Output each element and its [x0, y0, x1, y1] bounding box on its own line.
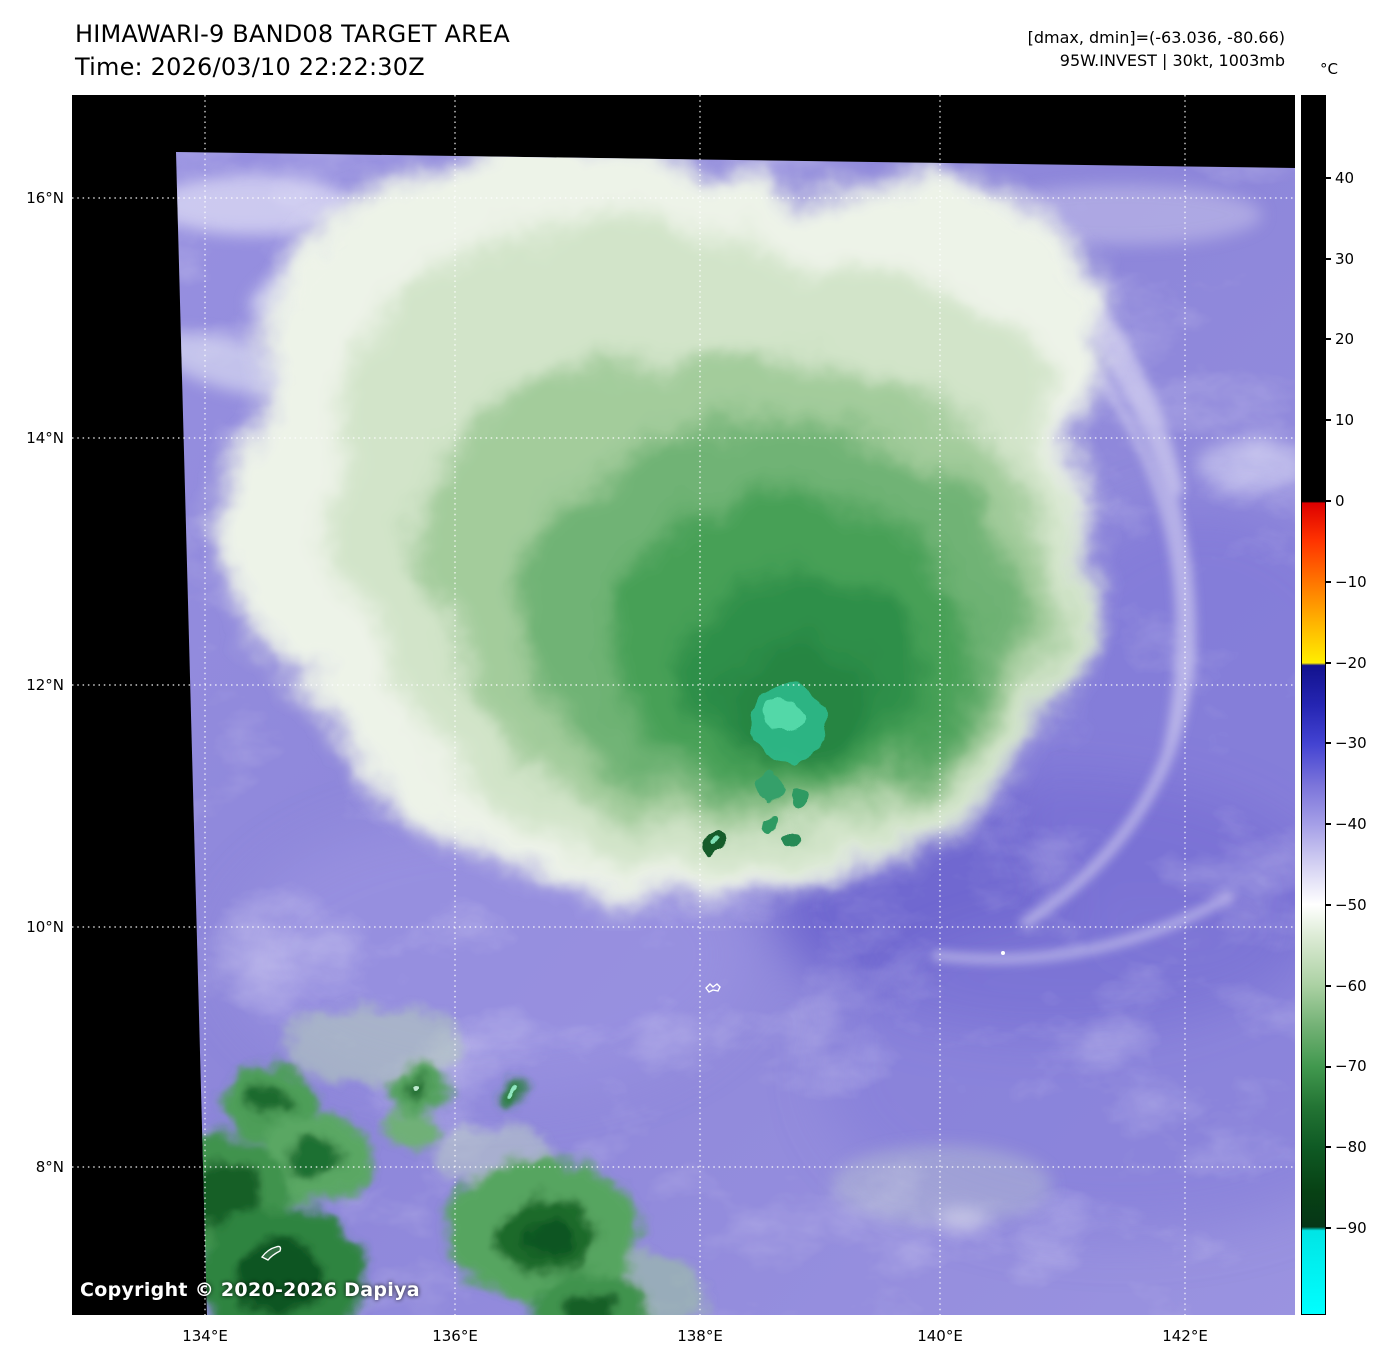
storm-info-label: 95W.INVEST | 30kt, 1003mb [1059, 51, 1285, 70]
colorbar [1301, 95, 1326, 1315]
lon-tick-label: 134°E [182, 1327, 228, 1345]
colorbar-tick-mark [1326, 1227, 1331, 1229]
colorbar-tick-label: 10 [1335, 411, 1355, 429]
copyright-label: Copyright © 2020-2026 Dapiya [80, 1279, 420, 1301]
colorbar-tick-mark [1326, 742, 1331, 744]
colorbar-tick-label: −80 [1335, 1138, 1367, 1156]
colorbar-tick-label: −50 [1335, 896, 1367, 914]
colorbar-tick-mark [1326, 581, 1331, 583]
satellite-data-footprint [176, 152, 1295, 1315]
colorbar-tick-mark [1326, 419, 1331, 421]
lat-tick-label: 12°N [26, 676, 64, 694]
colorbar-tick-mark [1326, 177, 1331, 179]
colorbar-tick-label: −20 [1335, 654, 1367, 672]
colorbar-tick-mark [1326, 662, 1331, 664]
colorbar-tick-label: 30 [1335, 250, 1355, 268]
colorbar-tick-label: −30 [1335, 734, 1367, 752]
colorbar-tick-mark [1326, 500, 1331, 502]
lat-tick-label: 8°N [35, 1158, 64, 1176]
map-plot [72, 95, 1295, 1315]
figure-timestamp: Time: 2026/03/10 22:22:30Z [75, 53, 425, 81]
island-outlines [260, 951, 1005, 1261]
lat-tick-label: 16°N [26, 189, 64, 207]
dmax-dmin-label: [dmax, dmin]=(-63.036, -80.66) [1027, 28, 1285, 47]
colorbar-tick-label: −60 [1335, 977, 1367, 995]
satellite-image [72, 95, 1295, 1315]
cold-core-spots [701, 685, 832, 856]
colorbar-tick-label: −40 [1335, 815, 1367, 833]
colorbar-tick-mark [1326, 985, 1331, 987]
graticule [72, 95, 1295, 1315]
colorbar-tick-label: 40 [1335, 169, 1355, 187]
lat-tick-label: 10°N [26, 918, 64, 936]
main-convective-cloud [217, 152, 1107, 903]
colorbar-unit-label: °C [1320, 60, 1338, 78]
lon-tick-label: 136°E [432, 1327, 478, 1345]
colorbar-tick-mark [1326, 904, 1331, 906]
colorbar-tick-mark [1326, 258, 1331, 260]
colorbar-tick-mark [1326, 1146, 1331, 1148]
colorbar-tick-label: 0 [1335, 492, 1345, 510]
colorbar-tick-label: 20 [1335, 330, 1355, 348]
header-annotations: [dmax, dmin]=(-63.036, -80.66) 95W.INVES… [1028, 26, 1285, 72]
lon-tick-label: 138°E [677, 1327, 723, 1345]
colorbar-tick-label: −10 [1335, 573, 1367, 591]
lat-tick-label: 14°N [26, 429, 64, 447]
colorbar-tick-mark [1326, 1066, 1331, 1068]
colorbar-tick-label: −70 [1335, 1057, 1367, 1075]
colorbar-tick-mark [1326, 823, 1331, 825]
lon-tick-label: 142°E [1162, 1327, 1208, 1345]
figure-title: HIMAWARI-9 BAND08 TARGET AREA [75, 20, 510, 48]
colorbar-tick-label: −90 [1335, 1219, 1367, 1237]
southwest-convection [176, 1005, 702, 1315]
colorbar-tick-mark [1326, 338, 1331, 340]
lon-tick-label: 140°E [917, 1327, 963, 1345]
